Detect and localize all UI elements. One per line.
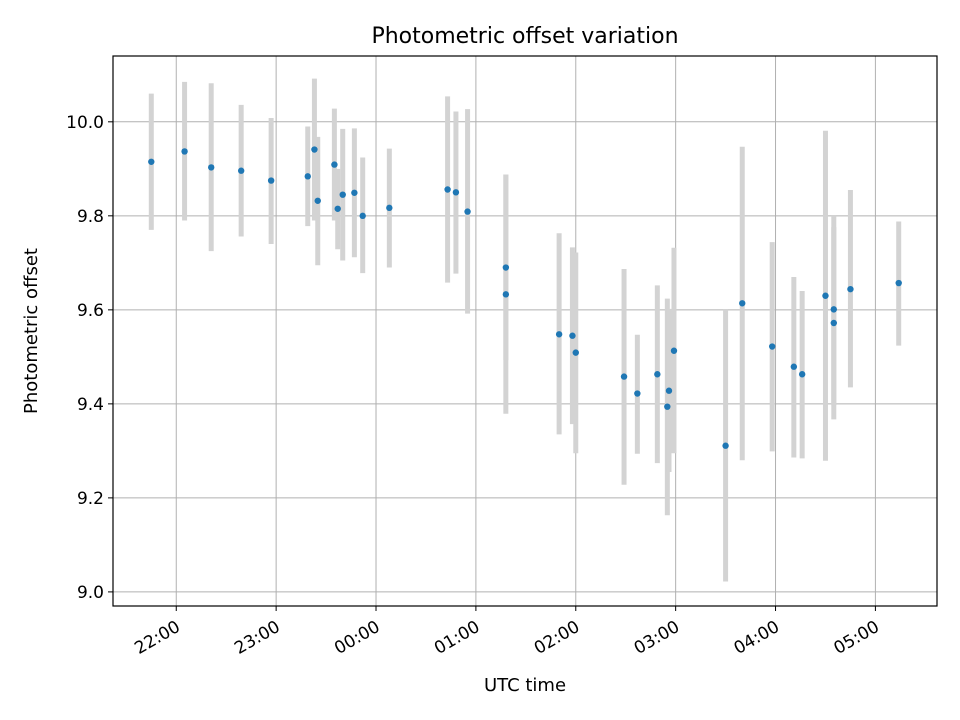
data-point (572, 349, 579, 356)
data-point (148, 158, 155, 165)
data-point (822, 292, 829, 299)
data-point (208, 164, 215, 171)
data-point (237, 167, 245, 174)
data-point (311, 146, 318, 153)
data-point (502, 264, 510, 271)
x-axis-title: UTC time (484, 675, 566, 696)
data-point (830, 306, 837, 313)
y-axis: 9.0 9.2 9.4 9.6 9.8 10.0 (66, 113, 113, 603)
data-point (181, 148, 188, 155)
data-point (464, 208, 471, 215)
data-point (314, 197, 321, 204)
data-point (452, 189, 460, 196)
data-point (334, 205, 341, 212)
chart-title: Photometric offset variation (371, 24, 678, 49)
data-point (654, 371, 661, 378)
data-point (267, 177, 275, 184)
data-point (798, 371, 806, 378)
data-point (847, 285, 854, 293)
data-point (304, 173, 311, 180)
data-point (339, 191, 346, 198)
y-axis-title: Photometric offset (21, 248, 42, 414)
data-point (444, 186, 451, 193)
data-point (830, 319, 837, 327)
y-tick-label: 10.0 (66, 113, 104, 133)
data-point (331, 161, 338, 168)
data-point (739, 300, 746, 307)
data-point (569, 332, 576, 339)
data-point (665, 387, 673, 394)
y-tick-label: 9.8 (77, 207, 104, 227)
data-point (386, 204, 393, 212)
data-point (895, 279, 902, 287)
data-point (634, 390, 641, 397)
data-point (722, 442, 729, 449)
data-point (555, 331, 563, 338)
data-point (502, 291, 510, 298)
data-point (790, 363, 798, 370)
y-tick-label: 9.6 (77, 301, 104, 321)
data-points (148, 146, 902, 449)
data-point (351, 189, 358, 196)
plot-frame (112, 55, 938, 607)
data-point (620, 373, 628, 380)
y-tick-label: 9.0 (77, 583, 104, 603)
data-point (769, 343, 776, 350)
data-point (359, 212, 366, 220)
y-tick-label: 9.2 (77, 489, 104, 509)
data-point (664, 403, 671, 410)
y-tick-label: 9.4 (77, 395, 104, 415)
data-point (670, 347, 678, 354)
